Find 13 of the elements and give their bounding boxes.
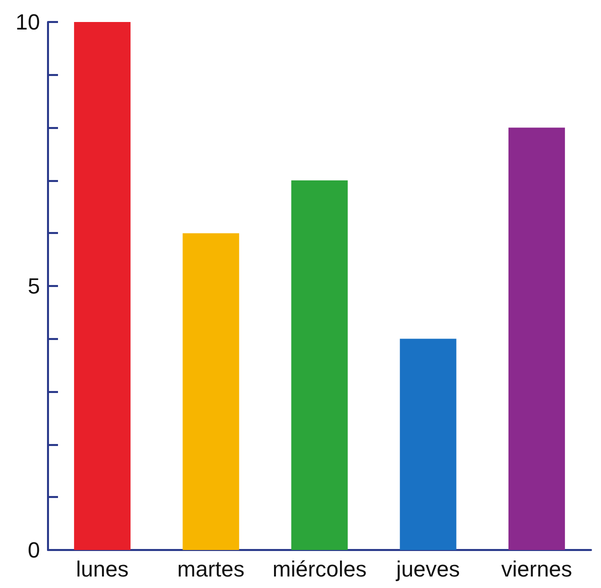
x-tick-label: lunes — [76, 556, 129, 582]
bar — [508, 128, 565, 550]
bar — [400, 338, 456, 550]
bar — [291, 180, 348, 550]
y-tick-label: 5 — [28, 274, 40, 298]
x-tick-label: martes — [177, 556, 245, 582]
bar — [182, 233, 240, 550]
y-tick-label: 0 — [28, 538, 40, 562]
bar — [74, 22, 131, 550]
x-tick-label: miércoles — [272, 556, 367, 582]
x-tick-label: viernes — [501, 556, 572, 582]
y-tick-label: 10 — [16, 10, 40, 34]
x-tick-label: jueves — [395, 556, 460, 582]
